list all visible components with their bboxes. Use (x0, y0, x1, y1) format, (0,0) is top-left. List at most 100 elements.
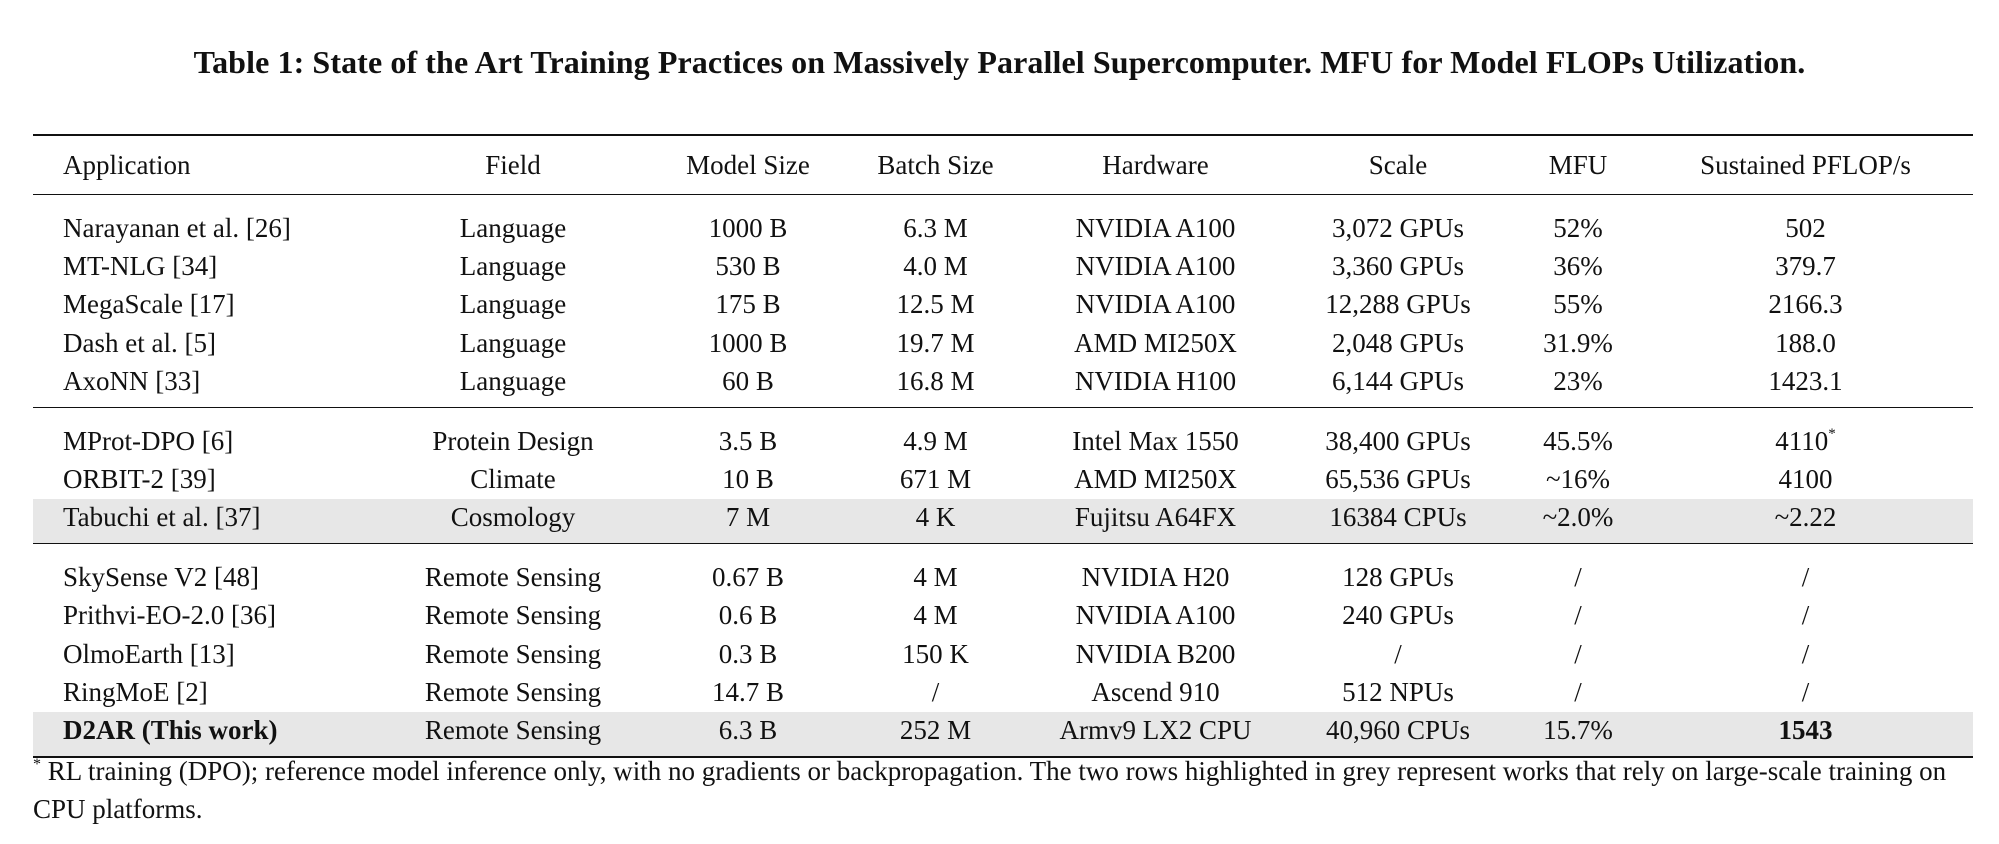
cell-text: MProt-DPO [6] (63, 425, 234, 456)
cell-mfu: / (1518, 635, 1638, 673)
cell-scale: 65,536 GPUs (1278, 460, 1518, 498)
cell-text: AMD MI250X (1074, 327, 1237, 358)
cell-text: 23% (1553, 366, 1603, 397)
cell-field: Climate (368, 460, 658, 498)
cell-text: SkySense V2 [48] (63, 561, 260, 592)
header-field: Field (485, 149, 541, 180)
cell-text: NVIDIA A100 (1075, 212, 1236, 243)
cell-model-size: 530 B (658, 247, 838, 285)
cell-text: 19.7 M (896, 327, 975, 358)
header-application: Application (63, 149, 191, 180)
cell-hardware: Intel Max 1550 (1033, 406, 1278, 461)
cell-mfu: ~2.0% (1518, 498, 1638, 544)
cell-batch-size: 6.3 M (838, 195, 1033, 248)
cell-sustained-pflops: 502 (1638, 195, 1973, 248)
table-caption: Table 1: State of the Art Training Pract… (193, 44, 1806, 80)
cell-scale: 240 GPUs (1278, 597, 1518, 635)
cell-hardware: Fujitsu A64FX (1033, 498, 1278, 544)
cell-mfu: 55% (1518, 286, 1638, 324)
cell-sustained-pflops: 4100 (1638, 460, 1973, 498)
cell-text: 1000 B (708, 327, 788, 358)
cell-sustained-pflops: 379.7 (1638, 247, 1973, 285)
cell-text: 12,288 GPUs (1325, 289, 1471, 320)
cell-hardware: NVIDIA A100 (1033, 597, 1278, 635)
cell-field: Language (368, 286, 658, 324)
cell-text: MegaScale [17] (63, 289, 235, 320)
cell-text: 4 M (913, 561, 958, 592)
cell-scale: 3,360 GPUs (1278, 247, 1518, 285)
cell-text: 36% (1553, 251, 1603, 282)
cell-field: Remote Sensing (368, 711, 658, 758)
cell-mfu: 31.9% (1518, 324, 1638, 362)
cell-application: Tabuchi et al. [37] (33, 498, 368, 544)
cell-text: Remote Sensing (424, 561, 602, 592)
results-table-container: Application Field Model Size Batch Size … (33, 134, 1973, 758)
table-row: MegaScale [17] Language 175 B 12.5 M NVIDIA … (33, 286, 1973, 324)
cell-text: 240 GPUs (1342, 600, 1454, 631)
cell-text: 188.0 (1775, 327, 1836, 358)
cell-batch-size: 12.5 M (838, 286, 1033, 324)
cell-batch-size: 4 K (838, 498, 1033, 544)
table-row: MProt-DPO [6] Protein Design 3.5 B 4.9 M Int… (33, 406, 1973, 461)
cell-field: Remote Sensing (368, 635, 658, 673)
cell-text: 4 M (913, 600, 958, 631)
cell-text: Language (459, 327, 567, 358)
cell-application: MProt-DPO [6] (33, 406, 368, 461)
cell-text: 31.9% (1543, 327, 1613, 358)
cell-text: 1000 B (708, 212, 788, 243)
cell-text: 0.3 B (718, 638, 778, 669)
cell-text: 16384 CPUs (1329, 502, 1467, 533)
cell-text: ~2.22 (1774, 502, 1837, 533)
cell-text: Language (459, 366, 567, 397)
cell-mfu: 52% (1518, 195, 1638, 248)
cell-text: Protein Design (432, 425, 594, 456)
header-sustained-pflops: Sustained PFLOP/s (1700, 149, 1911, 180)
cell-text: 512 NPUs (1342, 676, 1454, 707)
cell-model-size: 1000 B (658, 195, 838, 248)
cell-text: 4.9 M (903, 425, 968, 456)
header-scale: Scale (1368, 149, 1428, 180)
cell-hardware: NVIDIA A100 (1033, 195, 1278, 248)
cell-text: 4100 (1778, 464, 1833, 495)
cell-text: 150 K (902, 638, 969, 669)
cell-scale: 2,048 GPUs (1278, 324, 1518, 362)
cell-text: 2166.3 (1768, 289, 1843, 320)
cell-model-size: 1000 B (658, 324, 838, 362)
cell-field: Remote Sensing (368, 597, 658, 635)
header-hardware: Hardware (1102, 149, 1209, 180)
cell-model-size: 0.3 B (658, 635, 838, 673)
cell-batch-size: 19.7 M (838, 324, 1033, 362)
table-row: Dash et al. [5] Language 1000 B 19.7 M AMD M… (33, 324, 1973, 362)
cell-text: AMD MI250X (1074, 464, 1237, 495)
cell-mfu: / (1518, 597, 1638, 635)
cell-model-size: 60 B (658, 363, 838, 408)
cell-text: NVIDIA H100 (1074, 366, 1237, 397)
cell-text: Ascend 910 (1091, 676, 1220, 707)
cell-text: 55% (1553, 289, 1603, 320)
cell-batch-size: 4.0 M (838, 247, 1033, 285)
cell-sustained-pflops: ~2.22 (1638, 498, 1973, 544)
cell-hardware: NVIDIA A100 (1033, 286, 1278, 324)
cell-hardware: AMD MI250X (1033, 460, 1278, 498)
footnote-ref-marker: * (1828, 425, 1836, 442)
cell-text: 60 B (722, 366, 774, 397)
cell-text: 45.5% (1543, 425, 1613, 456)
cell-text: / (1801, 600, 1810, 631)
cell-model-size: 10 B (658, 460, 838, 498)
table-group-remote-sensing: SkySense V2 [48] Remote Sensing 0.67 B 4 M N… (33, 543, 1973, 758)
cell-sustained-pflops: / (1638, 635, 1973, 673)
cell-text: 38,400 GPUs (1325, 425, 1471, 456)
table-footnote: * RL training (DPO); reference model inf… (33, 752, 1973, 828)
cell-scale: / (1278, 635, 1518, 673)
cell-hardware: Armv9 LX2 CPU (1033, 711, 1278, 758)
cell-text: 252 M (899, 715, 972, 746)
cell-hardware: AMD MI250X (1033, 324, 1278, 362)
cell-text: ~16% (1545, 464, 1611, 495)
header-row: Application Field Model Size Batch Size … (33, 135, 1973, 195)
cell-text: Narayanan et al. [26] (63, 212, 291, 243)
cell-text: 3,072 GPUs (1331, 212, 1465, 243)
cell-text: 4.0 M (903, 251, 968, 282)
table-row: RingMoE [2] Remote Sensing 14.7 B / Ascend 9… (33, 673, 1973, 711)
cell-text: Language (459, 289, 567, 320)
cell-text: NVIDIA A100 (1075, 289, 1236, 320)
